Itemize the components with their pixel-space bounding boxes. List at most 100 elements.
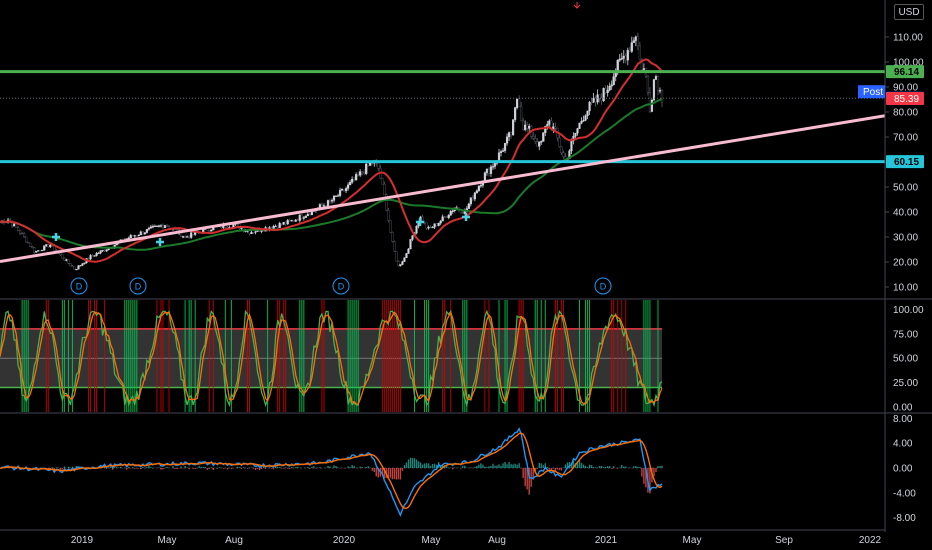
candle-body <box>632 40 635 43</box>
candle-body <box>151 226 155 228</box>
candle-body <box>274 225 277 228</box>
candle-body <box>520 106 523 122</box>
macd-histogram-bar <box>498 464 500 468</box>
candle-body <box>73 266 76 270</box>
candle-body <box>441 216 444 222</box>
candle-body <box>447 215 450 218</box>
candle-body <box>141 231 144 235</box>
candle-body <box>302 217 305 219</box>
trend-line <box>0 114 886 263</box>
candle-body <box>658 90 662 92</box>
macd-histogram-bar <box>544 463 546 468</box>
candle-body <box>505 136 509 144</box>
dividend-circle <box>129 277 147 295</box>
candle-body <box>270 227 273 229</box>
macd-histogram-bar <box>508 462 510 468</box>
macd-histogram-bar <box>142 466 144 468</box>
price-tick-label: 100.00 <box>893 58 924 69</box>
currency-button[interactable]: USD <box>894 4 924 20</box>
macd-histogram-bar <box>625 466 627 468</box>
macd-histogram-bar <box>359 466 361 468</box>
candle-body <box>584 115 587 121</box>
candle-body <box>602 88 605 101</box>
price-tag-bg <box>886 65 924 79</box>
macd-histogram-bar <box>572 459 575 468</box>
macd-histogram-bar <box>105 468 108 469</box>
candle-body <box>509 132 513 136</box>
candle-body <box>308 214 311 216</box>
macd-histogram-bar <box>608 466 611 468</box>
macd-histogram-bar <box>212 468 214 471</box>
candle-body <box>542 132 545 142</box>
candle-body <box>477 185 480 191</box>
macd-histogram-bar <box>270 468 273 469</box>
macd-histogram-bar <box>653 468 655 477</box>
dividend-circle <box>332 277 350 295</box>
macd-histogram-bar <box>552 468 555 469</box>
time-tick-label: 2021 <box>595 535 618 546</box>
candles <box>0 32 664 271</box>
candle-body <box>65 259 68 261</box>
candle-body <box>493 163 497 167</box>
candle-body <box>485 168 489 173</box>
candle-body <box>159 225 163 227</box>
candle-body <box>489 166 493 174</box>
candle-body <box>471 197 474 200</box>
candle-body <box>576 128 579 134</box>
time-tick-label: Aug <box>488 535 506 546</box>
dividend-circle <box>594 277 612 295</box>
candle-body <box>27 241 30 244</box>
macd-histogram-bar <box>588 464 591 468</box>
price-tick-label: 70.00 <box>893 133 918 144</box>
candle-body <box>475 190 478 194</box>
candle-body <box>77 265 80 270</box>
macd-histogram-bar <box>504 461 506 468</box>
macd-histogram-bar <box>532 468 534 480</box>
candle-body <box>23 233 26 238</box>
candle-body <box>97 252 100 255</box>
macd-histogram-bar <box>413 458 416 468</box>
candle-body <box>332 195 336 201</box>
candle-body <box>163 225 167 228</box>
macd-histogram-bar <box>643 468 645 484</box>
macd-histogram-bar <box>550 468 553 471</box>
candle-body <box>467 203 470 209</box>
macd-histogram-bar <box>186 467 188 468</box>
stoch-tick-label: 100.00 <box>893 305 924 316</box>
macd-histogram-bar <box>291 466 293 468</box>
stoch-rsi-pane[interactable] <box>0 300 663 412</box>
macd-pane[interactable] <box>0 427 663 517</box>
candle-body <box>411 235 414 240</box>
candle-body <box>29 242 32 247</box>
candle-body <box>349 181 352 186</box>
macd-histogram-bar <box>172 465 174 468</box>
candle-body <box>526 124 529 129</box>
candle-body <box>483 172 487 182</box>
time-tick-label: May <box>683 535 702 546</box>
macd-histogram-bar <box>194 468 196 469</box>
macd-histogram-bar <box>623 466 625 468</box>
macd-histogram-bar <box>556 468 559 470</box>
macd-histogram-bar <box>655 468 657 473</box>
candle-body <box>626 49 629 61</box>
macd-histogram-bar <box>373 468 375 472</box>
macd-histogram-bar <box>516 464 518 468</box>
candle-body <box>399 264 402 267</box>
macd-histogram-bar <box>526 468 528 490</box>
macd-histogram-bar <box>578 460 581 468</box>
macd-histogram-bar <box>425 463 428 468</box>
price-tag-bg <box>886 92 924 106</box>
macd-histogram-bar <box>409 457 412 468</box>
candle-body <box>536 141 539 147</box>
price-tick-label: 30.00 <box>893 233 918 244</box>
candle-body <box>47 244 50 248</box>
macd-histogram-bar <box>371 468 373 471</box>
candle-body <box>282 222 285 225</box>
macd-histogram-bar <box>283 468 285 469</box>
macd-histogram-bar <box>274 465 277 468</box>
price-tag-label: 85.39 <box>894 94 919 105</box>
candle-body <box>397 261 400 267</box>
